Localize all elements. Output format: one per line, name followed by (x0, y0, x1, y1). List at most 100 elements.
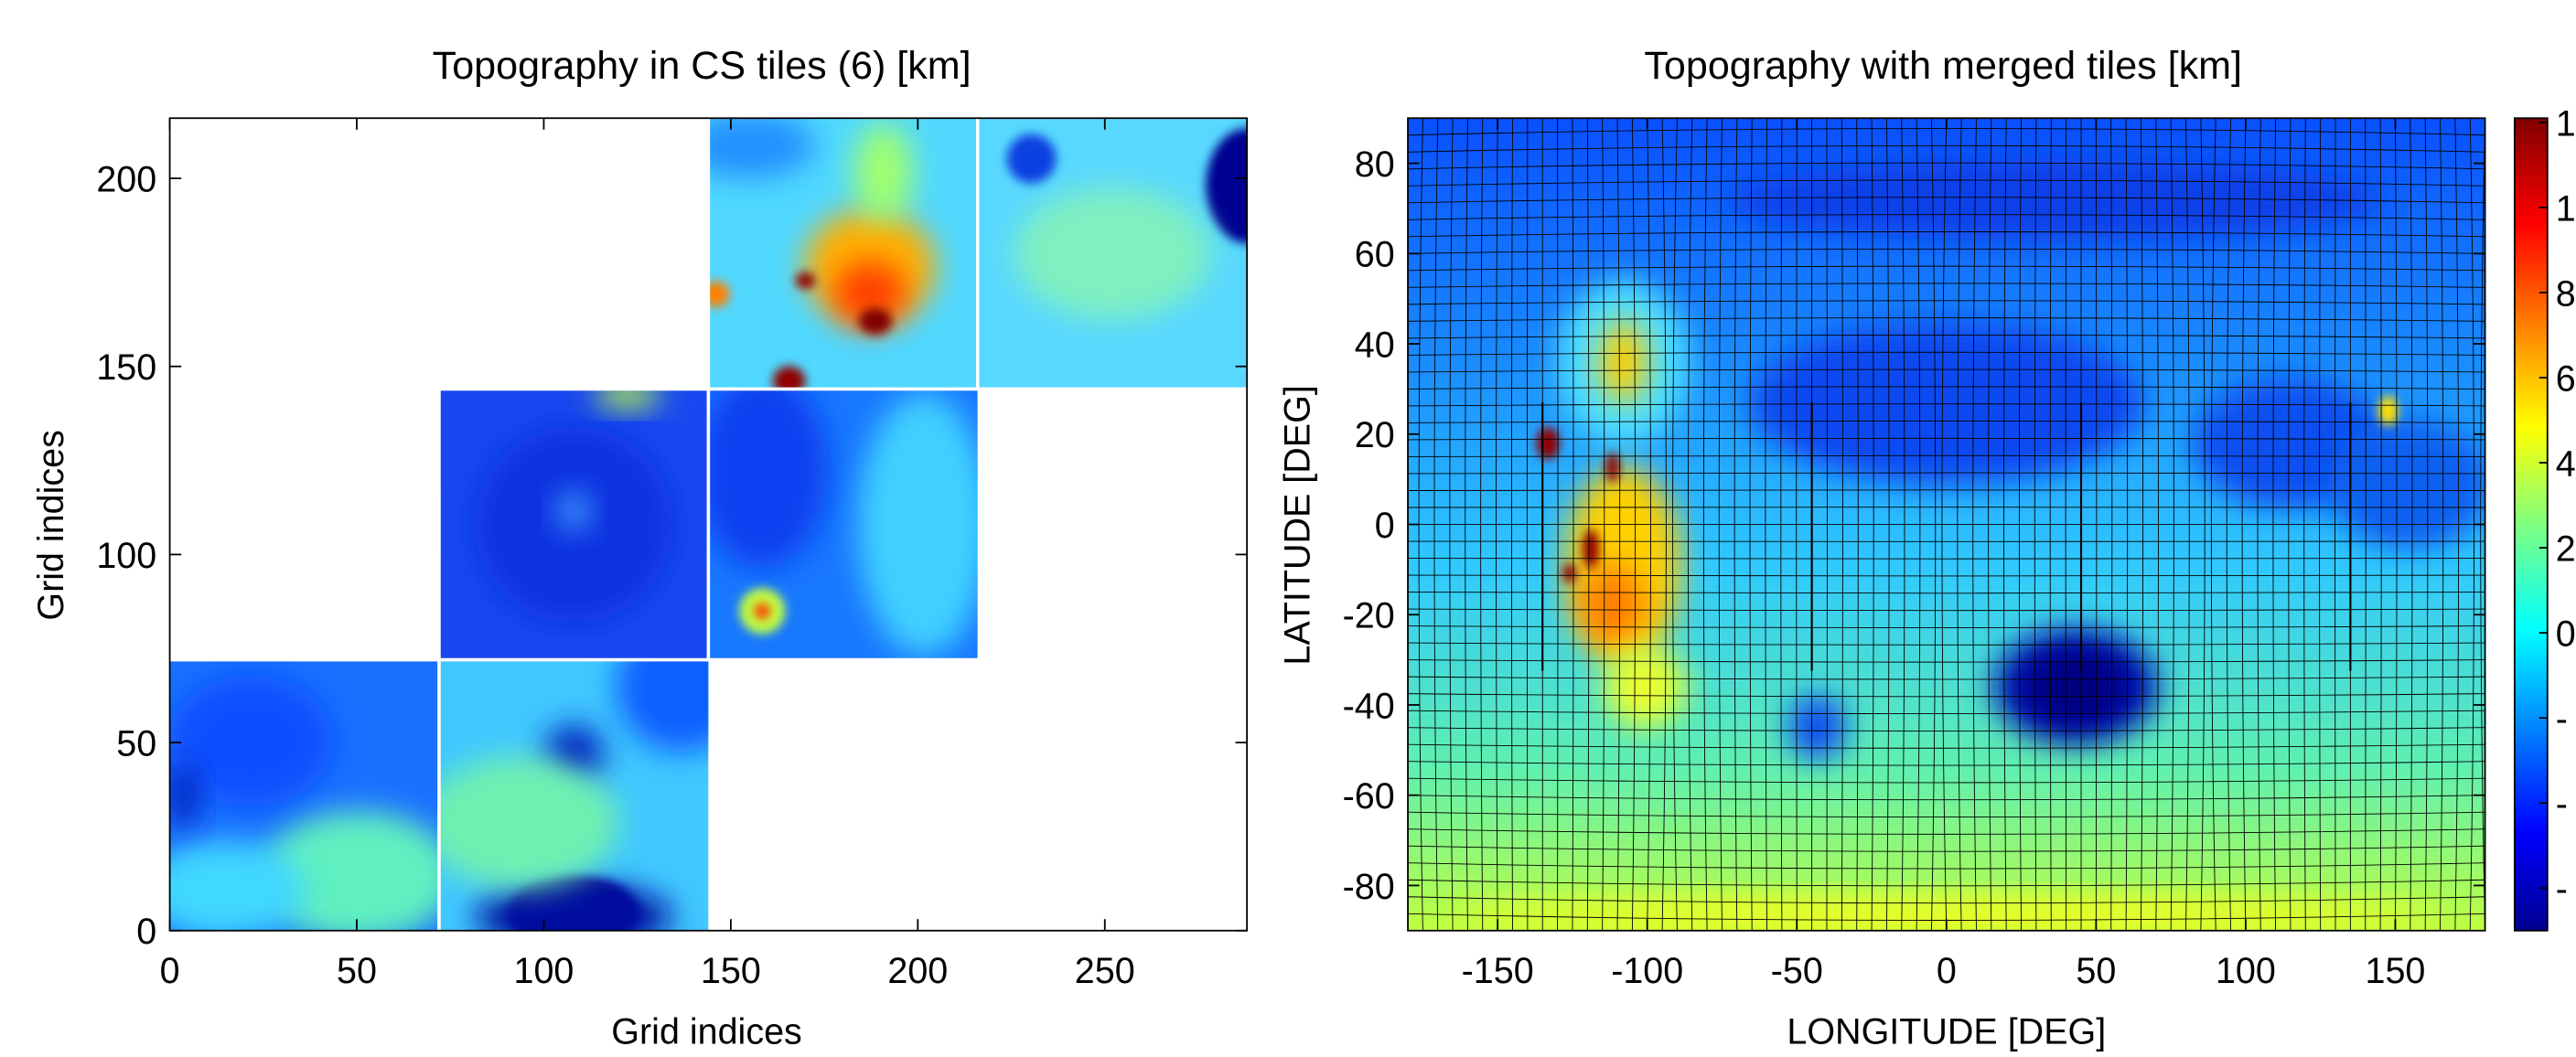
y-tick-label: 150 (96, 347, 156, 388)
terrain-patch (1583, 528, 1600, 569)
terrain-patch (2026, 650, 2125, 723)
colorbar-tick-label: 1 (2556, 188, 2576, 229)
terrain-patch (1600, 320, 1647, 403)
mesh-line (1408, 472, 2485, 475)
mesh-line (1408, 437, 2485, 441)
x-tick-label: 250 (1075, 951, 1135, 991)
terrain-patch (557, 491, 591, 531)
y-tick-label: 50 (116, 723, 156, 763)
y-axis-label: Grid indices (31, 430, 71, 620)
mesh-line (1408, 676, 2485, 680)
mesh-line (1408, 144, 2485, 153)
terrain-patch (853, 123, 914, 222)
x-tick-label: 100 (2216, 951, 2276, 991)
mesh-line (1408, 811, 2485, 817)
mesh-line (1408, 368, 2485, 373)
terrain-patch (2327, 418, 2485, 550)
y-axis-label: LATITUDE [DEG] (1277, 385, 1317, 665)
colorbar-tick-label: - (2556, 699, 2568, 740)
terrain-patch (858, 392, 978, 657)
y-tick-label: 80 (1355, 144, 1395, 185)
y-tick-label: 0 (136, 912, 156, 952)
terrain-patch (772, 366, 806, 390)
y-tick-label: 60 (1355, 235, 1395, 275)
mesh-line (1408, 351, 2485, 356)
x-axis-label: LONGITUDE [DEG] (1787, 1012, 2106, 1052)
mesh-line (1408, 214, 2485, 220)
x-tick-label: 100 (514, 951, 574, 991)
terrain-patch (2377, 395, 2399, 426)
chart-title: Topography in CS tiles (6) [km] (433, 44, 971, 88)
terrain-patch (169, 762, 200, 828)
terrain-patch (708, 118, 815, 178)
chart-title: Topography with merged tiles [km] (1644, 44, 2242, 88)
mesh-line (1408, 421, 2485, 423)
x-axis-label: Grid indices (611, 1012, 801, 1052)
colorbar-tick-label: - (2556, 785, 2568, 825)
y-tick-label: 20 (1355, 415, 1395, 455)
y-tick-label: 200 (96, 159, 156, 199)
mesh-line (1408, 265, 2485, 272)
colorbar (2513, 117, 2549, 932)
mesh-line (1408, 574, 2485, 577)
mesh-line (1408, 642, 2485, 646)
mesh-line (1408, 334, 2485, 339)
colorbar-tick-label: 2 (2556, 528, 2576, 569)
mesh-line (1408, 608, 2485, 612)
mesh-line (1408, 828, 2485, 835)
mesh-line (1408, 879, 2485, 887)
mesh-line (1408, 659, 2485, 663)
terrain-patch (1725, 158, 2383, 240)
terrain-patch (858, 308, 892, 335)
terrain-patch (1605, 453, 1619, 483)
terrain-patch (169, 675, 333, 807)
map (1408, 118, 2485, 931)
terrain-patch (259, 810, 439, 931)
y-tick-label: -20 (1343, 596, 1395, 636)
mesh-line (1408, 896, 2485, 904)
tile (708, 118, 978, 390)
mesh-line (1408, 300, 2485, 305)
x-tick-label: -100 (1611, 951, 1683, 991)
terrain-patch (754, 603, 771, 620)
x-tick-label: -50 (1771, 951, 1823, 991)
terrain-patch (1206, 128, 1248, 244)
mesh-line (1408, 454, 2485, 457)
terrain-patch (595, 389, 660, 408)
mesh-line (1408, 403, 2485, 407)
colorbar-tick-label: 4 (2556, 443, 2576, 484)
terrain-patch (1536, 426, 1560, 460)
x-tick-label: 150 (701, 951, 761, 991)
terrain-patch (1006, 133, 1057, 184)
mesh-line (1408, 283, 2485, 288)
terrain-patch (169, 840, 306, 931)
mesh-line (1408, 197, 2485, 204)
y-tick-label: 40 (1355, 325, 1395, 365)
terrain-patch (708, 389, 829, 569)
mesh-line (1408, 930, 2485, 931)
colorbar-tick-label: - (2556, 870, 2568, 910)
axes-frame (168, 117, 1249, 932)
mesh-line (1408, 862, 2485, 870)
colorbar-tick-label: 8 (2556, 273, 2576, 314)
colorbar-tick-label: 1 (2556, 103, 2576, 144)
terrain-patch (475, 884, 672, 931)
y-tick-label: 100 (96, 536, 156, 576)
terrain-patch (1787, 694, 1847, 761)
mesh-line (1408, 231, 2485, 238)
x-tick-label: 150 (2366, 951, 2426, 991)
mesh-line (1408, 693, 2485, 698)
x-tick-label: 50 (337, 951, 377, 991)
y-tick-label: 0 (1375, 506, 1395, 546)
tile (438, 389, 709, 660)
terrain-patch (795, 272, 816, 289)
mesh-line (1408, 558, 2485, 560)
mesh-line (1408, 248, 2485, 254)
mesh-line (1408, 795, 2485, 801)
mesh-line (1408, 179, 2485, 187)
mesh-line (1408, 162, 2485, 170)
mesh-line (1408, 845, 2485, 852)
x-tick-label: 0 (160, 951, 180, 991)
colorbar-tick-label: 0 (2556, 614, 2576, 654)
